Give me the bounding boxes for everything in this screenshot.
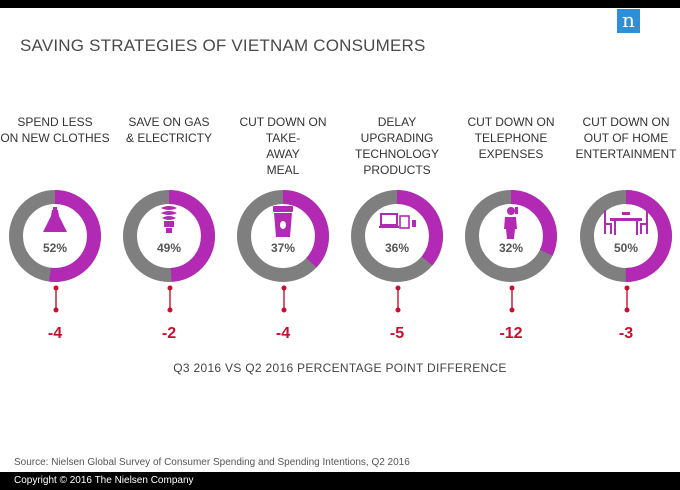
donut-value-arc [465,190,557,282]
strategy-label: CUT DOWN ON TAKE- AWAY MEAL [225,114,341,178]
difference-value: -4 [47,325,63,342]
percent-label: 52% [42,241,68,255]
strategy-label: SPEND LESS ON NEW CLOTHES [0,114,113,146]
chart-title: SAVING STRATEGIES OF VIETNAM CONSUMERS [20,36,426,55]
donut-value-arc [9,190,101,282]
donut-chart [9,190,101,282]
donut-chart [351,190,443,282]
strategy-label: SAVE ON GAS & ELECTRICTY [111,114,227,146]
strategy-label-line: UPGRADING [360,131,434,145]
strategy-label-line: DELAY [377,115,417,129]
donut-value-arc [351,190,443,282]
strategy-label-line: ENTERTAINMENT [575,147,677,161]
copyright-text: Copyright © 2016 The Nielsen Company [14,475,194,486]
strategy-label-line: EXPENSES [478,147,544,161]
difference-connector [509,285,515,313]
difference-connector [53,285,59,313]
donut-value-arc [580,190,672,282]
strategy-column: CUT DOWN ON OUT OF HOME ENTERTAINMENT 50% -3 [568,0,680,350]
strategy-label-line: CUT DOWN ON TAKE- [239,115,327,145]
difference-value: -4 [275,325,291,342]
percent-label: 37% [270,241,296,255]
strategy-label-line: TELEPHONE [474,131,548,145]
strategy-label-line: PRODUCTS [363,163,431,177]
coffee-cup-icon [273,206,293,237]
strategy-label-line: MEAL [266,163,300,177]
dining-table-icon [604,210,648,235]
percent-label: 50% [613,241,639,255]
strategy-column: DELAY UPGRADING TECHNOLOGY PRODUCTS 36% -5 [339,0,455,350]
strategy-label-line: CUT DOWN ON [467,115,555,129]
difference-value: -2 [161,325,177,342]
difference-connector [281,285,287,313]
bottom-bar: Copyright © 2016 The Nielsen Company [0,472,680,490]
difference-value: -12 [499,325,523,342]
percent-label: 36% [384,241,410,255]
strategy-column: SAVE ON GAS & ELECTRICTY 49% -2 [111,0,227,350]
strategy-column: CUT DOWN ON TAKE- AWAY MEAL 37% -4 [225,0,341,350]
strategy-label-line: SPEND LESS [17,115,93,129]
strategy-label-line: AWAY [266,147,300,161]
strategy-label: DELAY UPGRADING TECHNOLOGY PRODUCTS [339,114,455,178]
donut-value-arc [237,190,329,282]
percent-label: 32% [498,241,524,255]
dress-icon [43,207,67,232]
strategy-label-line: & ELECTRICTY [125,131,212,145]
strategy-label-line: SAVE ON GAS [128,115,210,129]
difference-value: -3 [618,325,634,342]
strategy-label: CUT DOWN ON OUT OF HOME ENTERTAINMENT [568,114,680,162]
strategy-column: CUT DOWN ON TELEPHONE EXPENSES 32% -12 [453,0,569,350]
difference-value: -5 [389,325,405,342]
difference-connector [167,285,173,313]
difference-connector [624,285,630,313]
difference-caption: Q3 2016 VS Q2 2016 PERCENTAGE POINT DIFF… [173,361,507,375]
nielsen-logo: n [617,9,640,33]
strategy-label-line: CUT DOWN ON [582,115,670,129]
strategy-column: SPEND LESS ON NEW CLOTHES 52% -4 [0,0,113,350]
strategy-label: CUT DOWN ON TELEPHONE EXPENSES [453,114,569,162]
donut-chart [123,190,215,282]
strategy-label-line: OUT OF HOME [583,131,669,145]
devices-icon [379,213,416,229]
light-bulb-icon [161,206,177,233]
strategy-label-line: TECHNOLOGY [354,147,439,161]
source-note: Source: Nielsen Global Survey of Consume… [14,457,410,468]
donut-value-arc [123,190,215,282]
person-phone-icon [504,207,518,239]
strategy-label-line: ON NEW CLOTHES [0,131,110,145]
percent-label: 49% [156,241,182,255]
top-bar [0,0,680,8]
difference-connector [395,285,401,313]
donut-chart [580,190,672,282]
